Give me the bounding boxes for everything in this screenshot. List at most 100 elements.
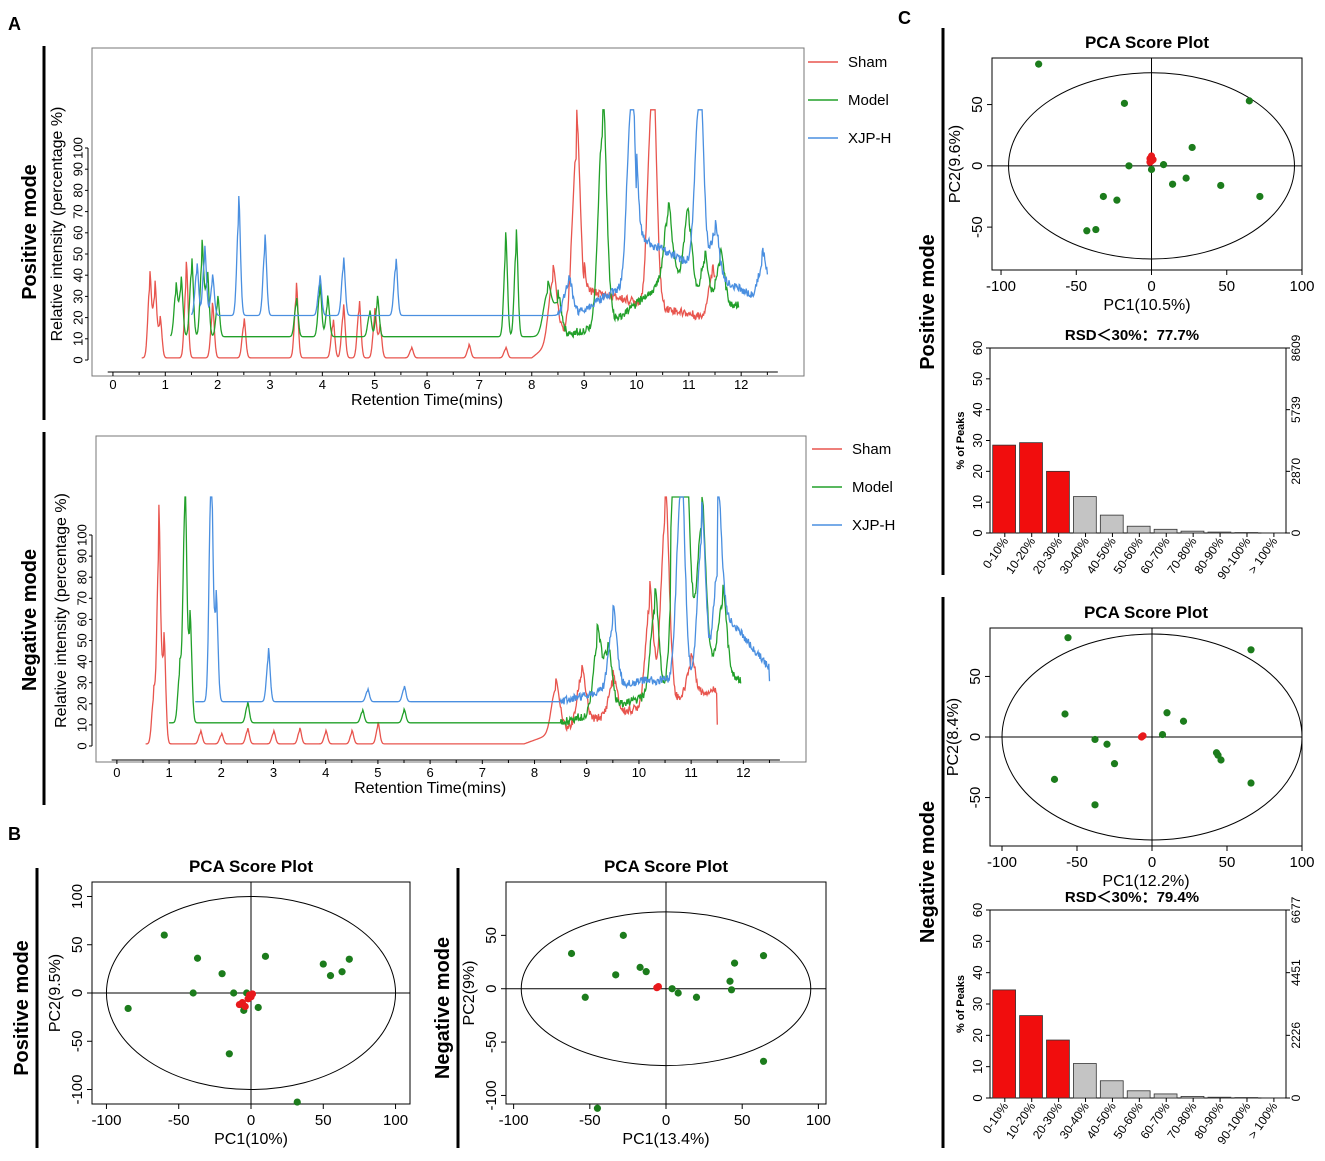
score-point [1091, 801, 1099, 809]
y-tick-label: 40 [970, 402, 985, 416]
score-point [1064, 634, 1072, 642]
y-axis-title: PC2(8.4%) [945, 698, 962, 776]
x-tick-label: 50 [1219, 854, 1236, 871]
x-tick-label: 0 [662, 1112, 670, 1129]
x-tick-label: 11 [682, 377, 696, 392]
legend-label-sham: Sham [852, 441, 891, 458]
x-tick-label: 3 [270, 765, 277, 780]
score-point [338, 968, 346, 976]
panel-label-b: B [8, 824, 21, 844]
series-line-sham [145, 496, 718, 745]
qc-point [1146, 158, 1154, 166]
score-point [124, 1004, 132, 1013]
qc-point [248, 990, 257, 998]
x-axis-title: PC1(13.4%) [622, 1131, 709, 1148]
score-point [730, 959, 739, 967]
bar-30-40% [1073, 496, 1097, 534]
x-tick-label: 10 [632, 765, 646, 780]
y-tick-label: 60 [970, 341, 985, 355]
legend-label-model: Model [852, 479, 893, 496]
x-tick-label: 9 [583, 765, 590, 780]
x-tick-label: 100 [1289, 854, 1314, 871]
mode-label-b-pos: Positive mode [11, 940, 33, 1076]
x-tick-label: -100 [986, 278, 1016, 295]
y2-tick-label: 6677 [1289, 896, 1303, 923]
x-tick-label: > 100% [1245, 1099, 1280, 1141]
y-tick-label: 30 [70, 289, 85, 303]
bar-10-20% [1019, 442, 1043, 534]
y-tick-label: 30 [970, 433, 985, 447]
score-point [1245, 97, 1253, 105]
y-axis-title: % of Peaks [955, 975, 967, 1033]
x-tick-label: 50 [1218, 278, 1235, 295]
x-tick-label: 0 [1147, 278, 1155, 295]
score-point [674, 989, 682, 997]
y-tick-label: -50 [69, 1030, 86, 1052]
y-tick-label: 30 [74, 675, 89, 689]
x-tick-label: 100 [383, 1112, 408, 1129]
legend-label-model: Model [848, 92, 889, 109]
x-axis-title: PC1(10.5%) [1103, 297, 1190, 314]
x-tick-label: 12 [736, 765, 750, 780]
score-point [189, 989, 197, 997]
bar-60-70% [1153, 528, 1178, 534]
y-tick-label: 60 [70, 226, 85, 240]
series-line-xjp-h [195, 496, 771, 706]
y-tick-label: 70 [74, 591, 89, 605]
y-tick-label: -100 [483, 1080, 500, 1110]
bar-10-20% [1019, 1015, 1043, 1099]
score-point [1061, 710, 1069, 718]
x-tick-label: > 100% [1245, 534, 1280, 576]
x-tick-label: 0 [247, 1112, 255, 1129]
series-line-model [169, 496, 742, 727]
y2-tick-label: 4451 [1289, 959, 1303, 986]
mode-label-b-neg: Negative mode [432, 937, 454, 1079]
score-point [193, 954, 202, 962]
bar-0-10% [992, 444, 1016, 534]
score-point [1188, 143, 1196, 152]
score-point [1217, 181, 1225, 190]
x-tick-label: 10 [629, 377, 643, 392]
plot-frame [991, 57, 1303, 271]
score-point [160, 931, 168, 939]
score-point [1091, 735, 1099, 744]
plot-title: PCA Score Plot [1084, 603, 1208, 622]
score-point [1158, 730, 1167, 739]
plot-frame [91, 47, 805, 377]
bar-60-70% [1153, 1093, 1178, 1099]
score-point [1035, 60, 1043, 68]
score-point [1147, 165, 1156, 174]
x-tick-label: 4 [322, 765, 329, 780]
score-point [1256, 192, 1264, 201]
x-axis-title: Retention Time(mins) [354, 780, 506, 797]
x-tick-label: -50 [579, 1112, 601, 1129]
score-point [261, 952, 270, 960]
y-tick-label: -50 [969, 216, 986, 238]
y2-tick-label: 0 [1289, 1094, 1303, 1101]
score-point [1110, 760, 1119, 768]
score-point [1120, 99, 1129, 107]
y-tick-label: 80 [70, 183, 85, 197]
plot-title: RSD＜30%：77.7% [1065, 327, 1199, 344]
y-tick-label: 50 [483, 927, 500, 944]
x-tick-label: 0 [113, 765, 120, 780]
x-tick-label: 50 [315, 1112, 332, 1129]
x-tick-label: 8 [531, 765, 538, 780]
bar-50-60% [1126, 1090, 1151, 1099]
score-point [1125, 162, 1133, 170]
y-tick-label: 0 [483, 985, 500, 993]
x-tick-label: 50 [734, 1112, 751, 1129]
x-tick-label: 1 [162, 377, 169, 392]
score-point [1168, 180, 1177, 188]
pca-plot-c-positive: PCA Score Plot -100 -50 0 50 100 -50 0 50 PC1(10.… [947, 33, 1315, 314]
mode-label-a-neg: Negative mode [19, 549, 41, 691]
legend-label-xjp-h: XJP-H [852, 517, 895, 534]
y-axis-title: Relative intensity (percentage %) [53, 493, 70, 728]
pca-plot-b-positive: PCA Score Plot -100 -50 0 50 100 -100 -50 0 50 100… [47, 857, 411, 1148]
pca-plot-c-negative: PCA Score Plot -100 -50 0 50 100 -50 0 50 PC1(12.… [945, 603, 1315, 890]
y-tick-label: 0 [969, 162, 986, 170]
y-tick-label: 60 [74, 612, 89, 626]
bar-80-90% [1207, 1096, 1232, 1099]
